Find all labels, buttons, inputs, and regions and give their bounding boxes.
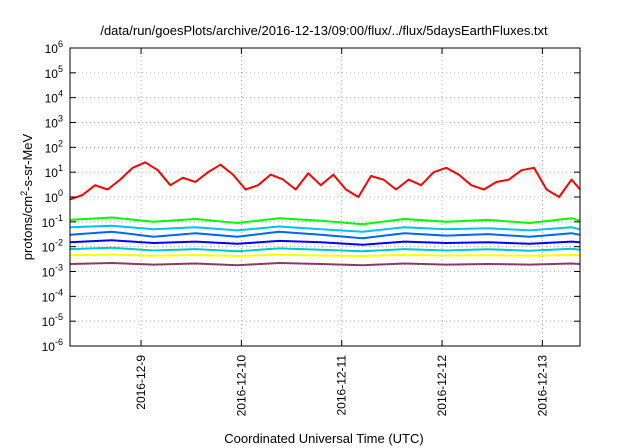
y-tick-label: 10-3	[42, 263, 63, 280]
chart-title: /data/run/goesPlots/archive/2016-12-13/0…	[100, 23, 548, 38]
y-tick-exponent: -6	[55, 337, 63, 347]
y-tick-exponent: 3	[58, 114, 63, 124]
y-axis-label-suffix: -s-sr-MeV	[20, 133, 35, 190]
series-line	[69, 262, 581, 267]
x-tick-label: 2016-12-12	[435, 355, 449, 417]
grid	[70, 48, 580, 346]
series-line	[69, 216, 581, 226]
x-tick-label: 2016-12-10	[234, 355, 248, 417]
y-tick-exponent: 5	[58, 64, 63, 74]
y-tick-exponent: -2	[55, 238, 63, 248]
series-line	[69, 224, 581, 233]
y-axis: 10-610-510-410-310-210-11001011021031041…	[42, 39, 580, 354]
y-tick-exponent: -3	[55, 263, 63, 273]
y-tick-exponent: 0	[58, 188, 63, 198]
y-tick-label: 106	[45, 39, 63, 56]
y-tick-label: 10-1	[42, 213, 63, 230]
y-axis-label-superscript: 2	[19, 191, 29, 196]
y-tick-label: 10-2	[42, 238, 63, 255]
x-tick-label: 2016-12-13	[535, 355, 549, 417]
series-line	[69, 230, 581, 240]
series-line	[69, 239, 581, 246]
x-axis: 2016-12-9 2016-12-10 2016-12-11 2016-12-12 2…	[134, 48, 549, 416]
series-line	[69, 246, 581, 253]
y-tick-label: 103	[45, 114, 63, 131]
y-tick-exponent: 6	[58, 39, 63, 49]
y-tick-exponent: 4	[58, 89, 63, 99]
y-tick-label: 10-6	[42, 337, 63, 354]
y-tick-label: 102	[45, 138, 63, 155]
x-tick-label: 2016-12-11	[335, 355, 349, 416]
y-tick-label: 104	[45, 89, 63, 106]
y-tick-label: 101	[45, 163, 63, 180]
y-axis-label-prefix: protons/cm	[20, 196, 35, 260]
y-axis-label: protons/cm2-s-sr-MeV	[19, 133, 35, 260]
y-tick-exponent: 2	[58, 138, 63, 148]
series-line	[69, 161, 581, 201]
y-tick-label: 100	[45, 188, 63, 205]
y-tick-exponent: 1	[58, 163, 63, 173]
y-tick-exponent: -1	[55, 213, 63, 223]
y-tick-label: 10-4	[42, 287, 63, 304]
y-tick-label: 10-5	[42, 312, 63, 329]
series-line	[69, 253, 581, 257]
x-tick-label: 2016-12-9	[134, 355, 148, 410]
x-axis-label: Coordinated Universal Time (UTC)	[224, 431, 423, 446]
y-tick-label: 105	[45, 64, 63, 81]
series-layer	[69, 161, 581, 267]
y-tick-exponent: -4	[55, 287, 63, 297]
y-tick-exponent: -5	[55, 312, 63, 322]
